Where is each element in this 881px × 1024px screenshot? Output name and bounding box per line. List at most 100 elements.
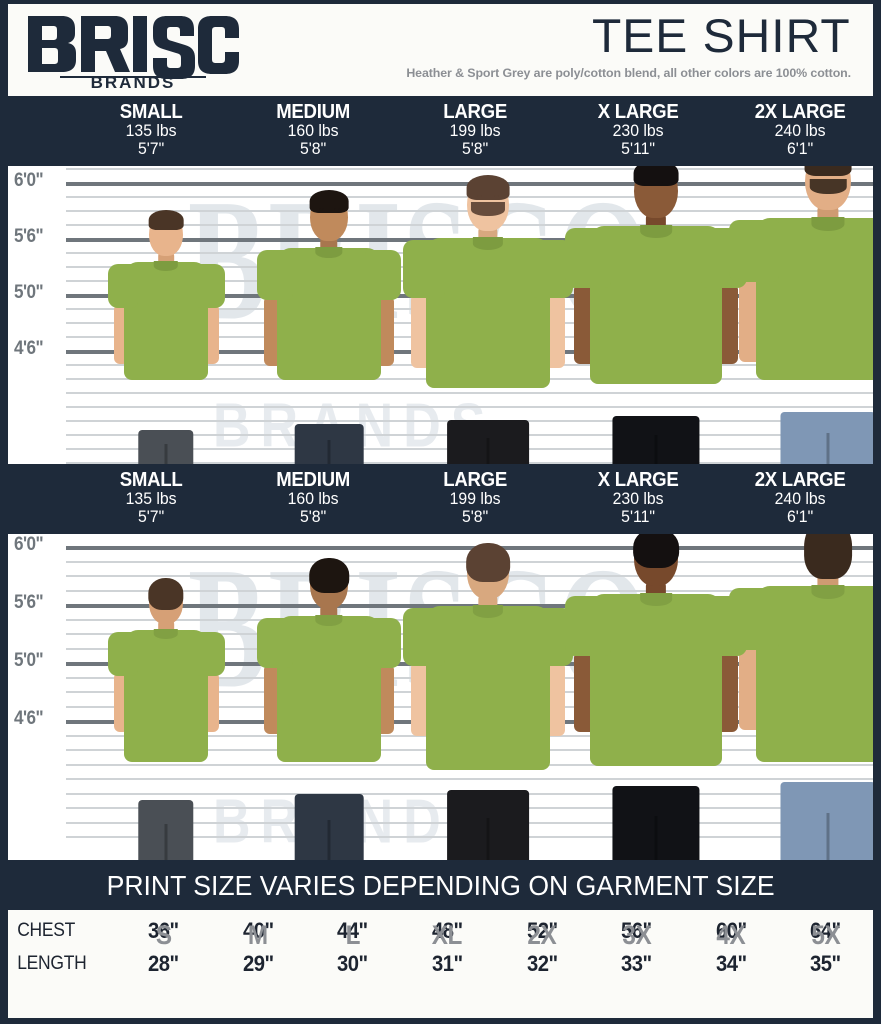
length-value-XL: 31"	[431, 950, 463, 976]
ruler-gridline	[66, 589, 873, 592]
model-leg-gap	[826, 432, 830, 464]
size-name: X LARGE	[597, 101, 679, 123]
model-pants	[612, 786, 700, 860]
model-leg-gap	[327, 440, 331, 464]
model-sleeve	[257, 250, 294, 300]
model-figure-2xlarge	[728, 166, 873, 464]
brisco-logo: BRANDS	[22, 10, 242, 90]
model-sleeve	[564, 228, 611, 288]
model-hair	[309, 190, 349, 213]
size-weight: 240 lbs	[774, 489, 826, 509]
model-figure-large	[402, 166, 574, 464]
model-shirt	[590, 226, 722, 384]
size-header-L: L	[345, 919, 360, 950]
size-height: 5'8"	[462, 506, 489, 526]
model-panel-front: BRISCO BRANDS 6'0"5'6"5'0"4'6"	[8, 166, 873, 464]
size-column-2x-large-front: 2X LARGE 240 lbs 6'1"	[719, 102, 881, 162]
model-panel-back: BRISCO BRANDS 6'0"5'6"5'0"4'6"	[8, 534, 873, 860]
model-hair	[633, 534, 679, 569]
size-weight: 230 lbs	[612, 121, 664, 141]
model-shirt	[124, 262, 208, 380]
size-height: 5'7"	[137, 138, 165, 158]
chest-value-XL: 48"	[431, 917, 463, 943]
model-collar	[811, 217, 845, 231]
size-header-2X: 2X	[527, 919, 557, 950]
model-figure-xlarge	[564, 166, 748, 464]
measurement-table: S M L XL 2X 3X 4X 5X CHEST 36" 40" 44" 48" 52" 56" 60…	[8, 910, 873, 1018]
size-column-small-back: SMALL 135 lbs 5'7"	[70, 470, 232, 530]
chest-value-3X: 56"	[621, 917, 652, 943]
size-column-small-front: SMALL 135 lbs 5'7"	[70, 102, 232, 162]
ruler-label-back-3: 4'6"	[14, 708, 44, 729]
model-pants	[780, 782, 873, 860]
model-face	[155, 225, 176, 239]
size-weight: 135 lbs	[125, 489, 177, 509]
size-header-4X: 4X	[716, 919, 746, 950]
size-height: 5'8"	[462, 138, 489, 158]
model-face	[642, 180, 669, 197]
model-figure-2xlarge	[728, 534, 873, 860]
model-pants	[294, 794, 364, 860]
model-collar	[640, 225, 672, 239]
header-text-group: TEE SHIRT Heather & Sport Grey are poly/…	[406, 10, 851, 81]
model-sleeve	[728, 220, 779, 282]
model-figure-medium	[254, 534, 404, 860]
model-sleeve	[402, 240, 445, 298]
size-name: SMALL	[119, 469, 183, 491]
size-name: LARGE	[443, 469, 508, 491]
model-collar	[811, 585, 845, 599]
print-size-banner-text: PRINT SIZE VARIES DEPENDING ON GARMENT S…	[106, 870, 775, 901]
ruler-label-front-0: 6'0"	[14, 170, 44, 191]
ruler-label-front-3: 4'6"	[14, 338, 44, 359]
size-name: 2X LARGE	[754, 469, 846, 491]
model-pants	[447, 420, 529, 464]
ruler-gridline	[66, 224, 873, 226]
model-shirt	[277, 616, 381, 762]
size-header-5X: 5X	[811, 919, 841, 950]
model-sleeve	[257, 618, 294, 668]
model-collar	[472, 605, 504, 618]
model-leg-gap	[486, 818, 490, 860]
ruler-label-back-1: 5'6"	[14, 592, 44, 613]
model-shirt	[426, 606, 550, 770]
size-name: MEDIUM	[276, 101, 351, 123]
model-collar	[315, 247, 343, 259]
model-sleeve	[728, 588, 779, 650]
size-column-large-back: LARGE 199 lbs 5'8"	[394, 470, 556, 530]
model-sleeve	[364, 250, 401, 300]
row-label-chest: CHEST	[17, 919, 76, 941]
size-column-large-front: LARGE 199 lbs 5'8"	[394, 102, 556, 162]
chest-value-2X: 52"	[526, 917, 558, 943]
ruler-gridline	[66, 392, 873, 394]
model-hair	[466, 543, 510, 582]
table-row-length: LENGTH 28" 29" 30" 31" 32" 33" 34" 35"	[8, 947, 873, 980]
length-value-3X: 33"	[621, 950, 652, 976]
size-weight: 160 lbs	[287, 121, 339, 141]
model-sleeve	[402, 608, 445, 666]
model-hair	[309, 558, 349, 594]
length-value-S: 28"	[147, 950, 179, 976]
ruler-label-front-2: 5'0"	[14, 282, 44, 303]
length-value-4X: 34"	[715, 950, 747, 976]
size-header-S: S	[155, 919, 172, 950]
ruler-gridline	[66, 778, 873, 780]
size-weight: 230 lbs	[612, 489, 664, 509]
size-height: 5'8"	[300, 138, 327, 158]
chest-value-L: 44"	[337, 917, 368, 943]
ruler-gridline	[66, 406, 873, 408]
chest-value-5X: 64"	[810, 917, 842, 943]
model-hair	[804, 166, 852, 177]
ruler-label-back-2: 5'0"	[14, 650, 44, 671]
model-figure-large	[402, 534, 574, 860]
model-leg-gap	[486, 437, 490, 464]
length-value-2X: 32"	[526, 950, 558, 976]
model-sleeve	[107, 264, 138, 308]
model-collar	[153, 629, 179, 640]
model-hair	[148, 210, 184, 231]
size-height: 5'8"	[300, 506, 327, 526]
size-header-XL: XL	[432, 919, 463, 950]
size-weight: 240 lbs	[774, 121, 826, 141]
size-weight: 199 lbs	[450, 489, 502, 509]
length-value-M: 29"	[242, 950, 274, 976]
model-sleeve	[194, 264, 225, 308]
